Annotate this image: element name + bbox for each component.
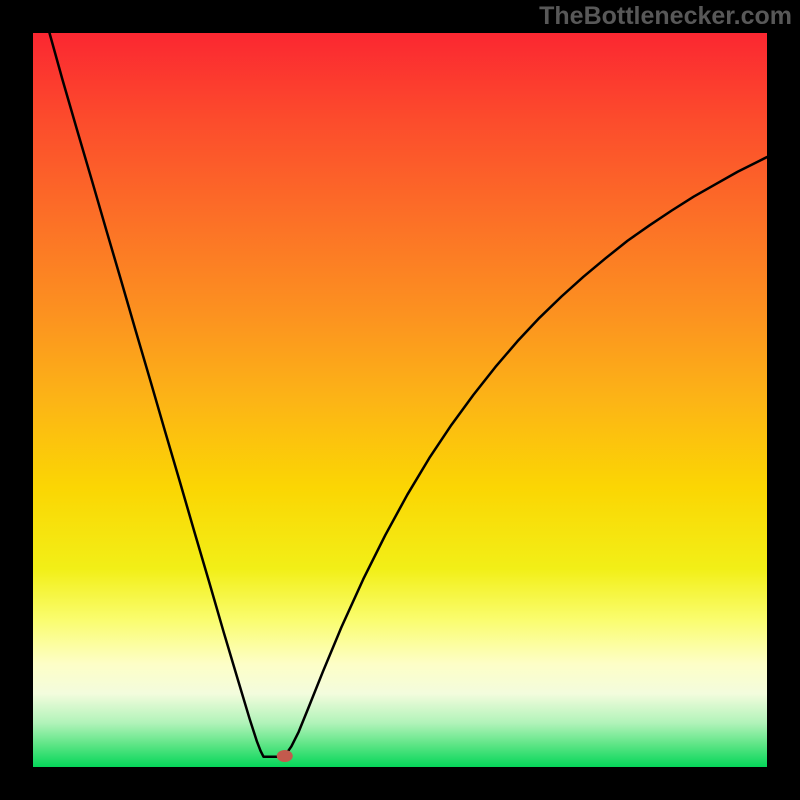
chart-svg — [33, 33, 767, 767]
chart-container: TheBottlenecker.com — [0, 0, 800, 800]
gradient-background — [33, 33, 767, 767]
min-marker — [277, 750, 293, 762]
plot-area — [33, 33, 767, 767]
watermark-text: TheBottlenecker.com — [539, 2, 792, 31]
